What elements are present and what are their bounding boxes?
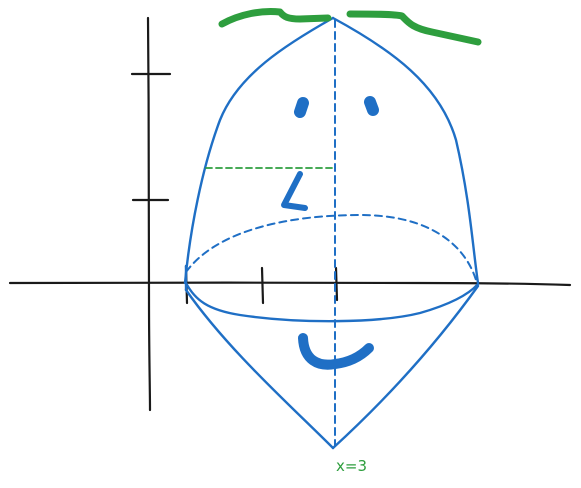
left-eye: [300, 103, 303, 112]
bell-right-curve: [333, 18, 478, 283]
right-eyebrow: [350, 14, 478, 42]
mouth: [303, 338, 369, 365]
coordinate-axes: [10, 18, 570, 410]
axis-value-label: x=3: [336, 457, 367, 475]
nose: [284, 174, 305, 208]
face-features: [222, 12, 478, 365]
left-eyebrow: [222, 12, 328, 25]
solid-of-revolution: [185, 18, 478, 448]
y-axis: [148, 18, 150, 410]
base-ellipse-front: [186, 283, 478, 321]
x-axis-tick-3: [336, 268, 337, 300]
base-ellipse-back: [186, 215, 476, 280]
cone-right-edge: [333, 286, 478, 448]
bell-left-curve: [185, 18, 333, 283]
right-eye: [370, 102, 373, 110]
cone-left-edge: [186, 290, 333, 448]
x-axis-tick-2: [262, 268, 263, 303]
x-axis: [10, 283, 570, 285]
